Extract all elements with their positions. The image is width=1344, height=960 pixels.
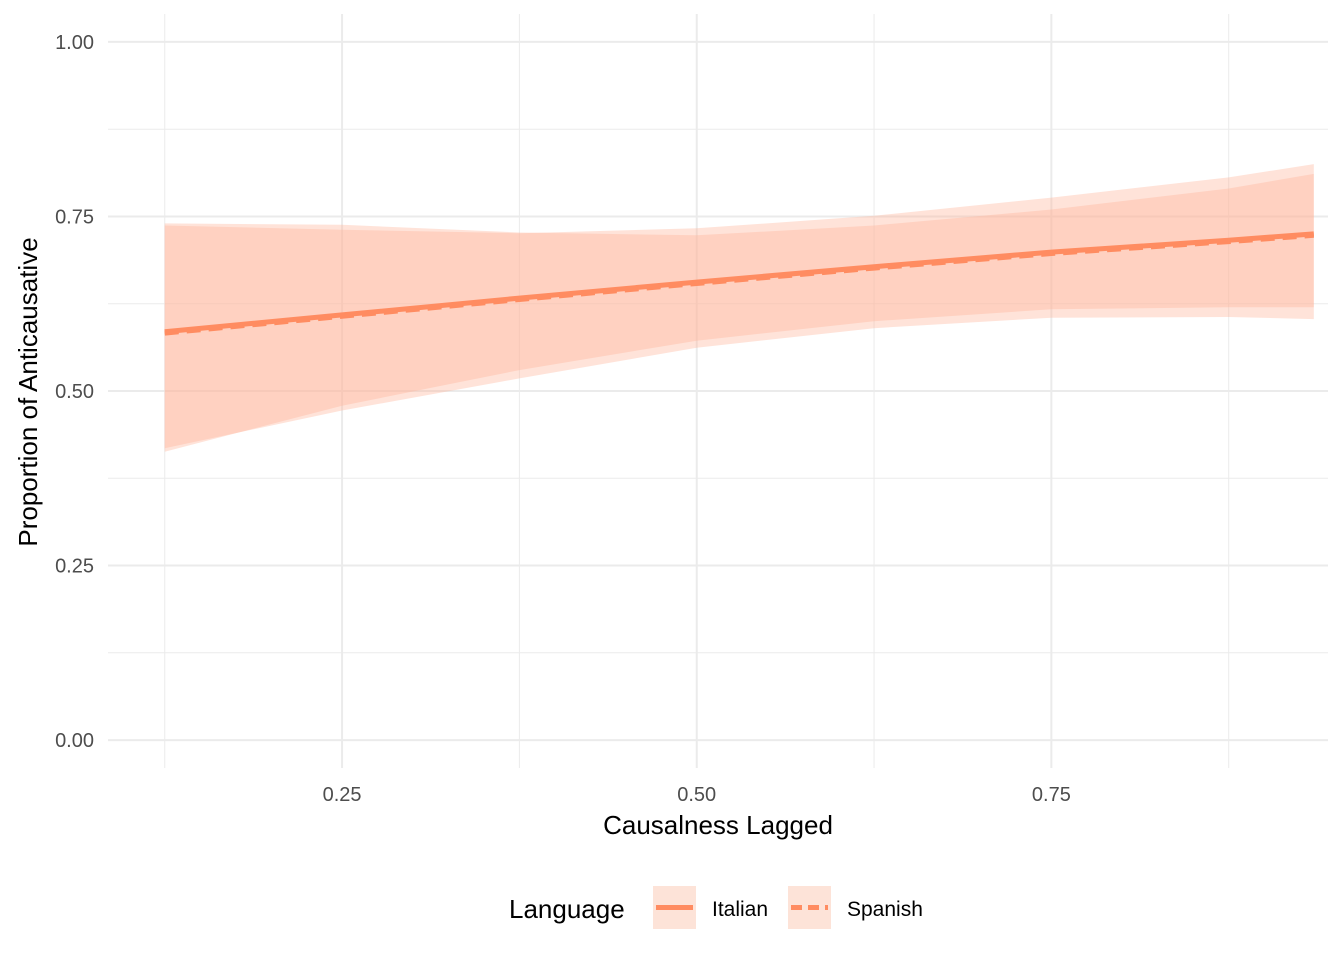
series-lines [164,231,1314,336]
x-tick-label: 0.50 [677,784,716,806]
y-axis-title: Proportion of Anticausative [13,237,43,546]
y-axis-tick-labels: 0.00 0.25 0.50 0.75 1.00 [55,32,94,752]
legend-title: Language [509,894,625,924]
y-tick-label: 1.00 [55,32,94,54]
y-tick-label: 0.50 [55,381,94,403]
ribbon-italian [164,164,1314,452]
ribbon-spanish [164,173,1314,449]
major-gridlines [108,14,1328,768]
confidence-ribbons [164,164,1314,452]
legend: Language Italian Spanish [509,886,923,929]
y-tick-label: 0.25 [55,556,94,578]
x-axis-title: Causalness Lagged [603,810,833,840]
y-tick-label: 0.75 [55,206,94,228]
x-axis-tick-labels: 0.25 0.50 0.75 [323,784,1071,806]
line-spanish [164,232,1314,336]
legend-label-spanish: Spanish [847,898,923,921]
x-tick-label: 0.75 [1032,784,1071,806]
legend-label-italian: Italian [712,898,768,921]
y-tick-label: 0.00 [55,730,94,752]
x-tick-label: 0.25 [323,784,362,806]
legend-items: Italian Spanish [653,886,923,929]
